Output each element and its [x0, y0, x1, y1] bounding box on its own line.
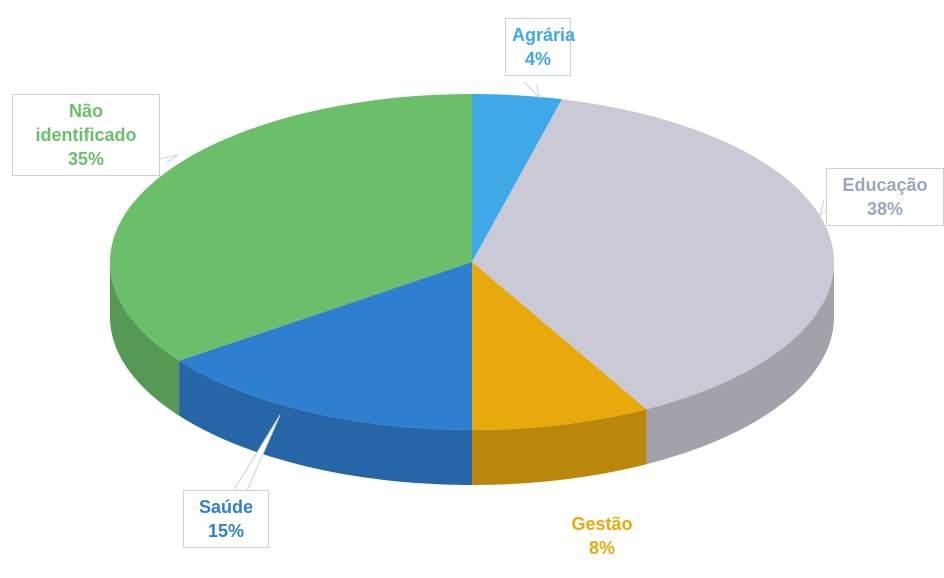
data-label: Não identificado 35%: [12, 94, 160, 176]
value-label: 8%: [588, 538, 615, 558]
data-label: Saúde 15%: [183, 490, 269, 548]
slice: [472, 262, 647, 430]
data-label: Gestão 8%: [560, 508, 644, 564]
category-label: Educação: [842, 175, 928, 195]
callout-pointer: [153, 154, 179, 164]
slice: [472, 99, 834, 410]
category-label: Gestão: [571, 514, 633, 534]
category-label: Não identificado: [35, 101, 137, 145]
category-label: Saúde: [198, 497, 254, 517]
slice: [179, 262, 472, 430]
value-label: 38%: [866, 199, 904, 219]
slice-side: [646, 262, 834, 465]
value-label: 4%: [524, 49, 551, 69]
slice: [110, 94, 472, 361]
data-label: Agrária 4%: [505, 18, 576, 76]
callout-pointer: [523, 81, 541, 99]
slice-side: [179, 360, 472, 485]
slice: [472, 94, 562, 262]
category-label: Agrária: [512, 25, 576, 45]
value-label: 35%: [67, 149, 105, 169]
value-label: 15%: [207, 521, 245, 541]
slice-side: [472, 409, 647, 485]
data-label: Educação 38%: [826, 168, 944, 226]
slice-side: [110, 262, 180, 416]
callout-pointer: [233, 414, 281, 494]
